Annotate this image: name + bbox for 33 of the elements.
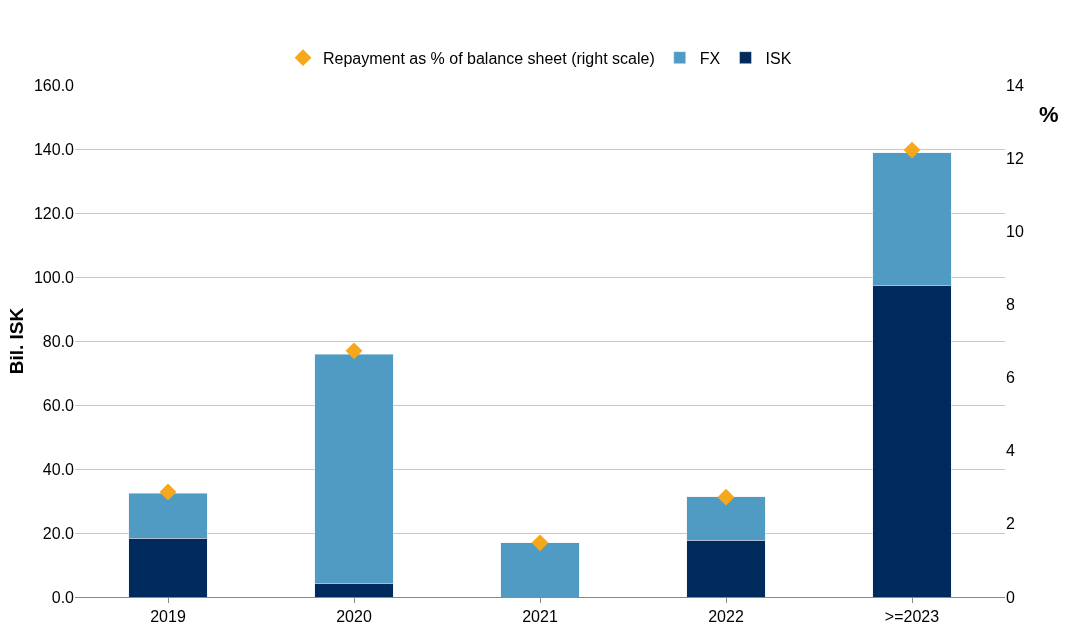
x-tick-label: 2019	[150, 608, 186, 626]
bar	[500, 542, 580, 597]
y-tick-label: 0.0	[51, 588, 75, 606]
x-tick-label: 2021	[522, 608, 558, 626]
y2-tick-label: 12	[1006, 149, 1024, 167]
legend-label: FX	[699, 49, 721, 67]
x-tick-label: 2022	[708, 608, 744, 626]
y-tick-label: 40.0	[42, 460, 75, 478]
y2-tick-label: 8	[1006, 296, 1015, 314]
y-tick-label: 100.0	[33, 268, 75, 286]
point	[531, 534, 549, 552]
y2-tick-label: 14	[1006, 76, 1024, 94]
legend-label: Repayment as % of balance sheet (right scale)	[323, 49, 655, 67]
point	[159, 483, 177, 501]
point	[345, 342, 363, 360]
y2-tick-label: 6	[1006, 369, 1015, 387]
point	[717, 488, 735, 506]
y-tick-label: 60.0	[42, 396, 75, 414]
y2-tick-label: 0	[1006, 588, 1015, 606]
y2-tick-label: 4	[1006, 442, 1015, 460]
y2-axis-title: %	[1039, 102, 1059, 127]
x-tick-label: >=2023	[884, 608, 940, 626]
y-tick-label: 140.0	[33, 140, 75, 158]
x-tick-label: 2020	[336, 608, 372, 626]
legend-label: ISK	[765, 49, 792, 67]
point	[903, 141, 921, 159]
y-axis-title: Bil. ISK	[5, 307, 27, 375]
y-tick-label: 20.0	[42, 524, 75, 542]
y2-tick-label: 10	[1006, 222, 1024, 240]
y-tick-label: 120.0	[33, 204, 75, 222]
y2-tick-label: 2	[1006, 515, 1015, 533]
y-tick-label: 160.0	[33, 76, 75, 94]
y-tick-label: 80.0	[42, 332, 75, 350]
